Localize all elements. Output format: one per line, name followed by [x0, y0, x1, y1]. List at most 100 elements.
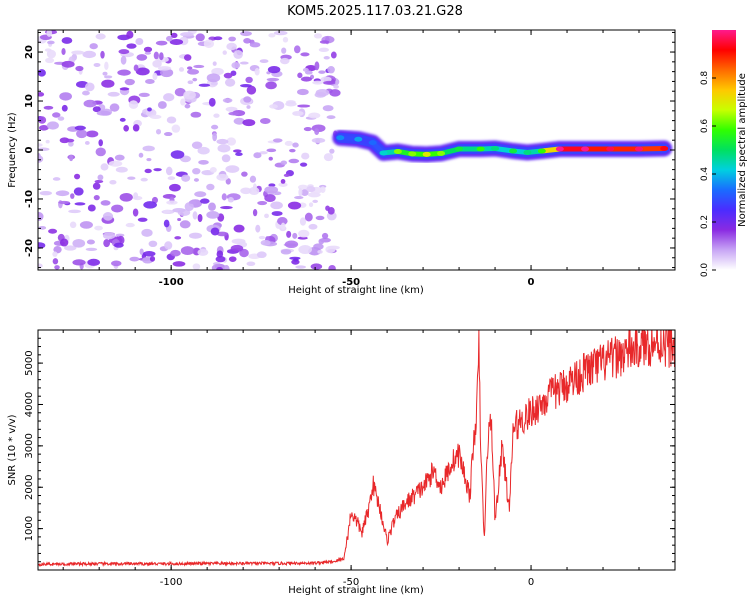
- spectrogram-noise-blob: [183, 90, 196, 100]
- spectrogram-noise-blob: [240, 187, 252, 195]
- spectrogram-noise-blob: [137, 217, 148, 222]
- spectrogram-noise-blob: [233, 224, 245, 233]
- spectrogram-x-ticks: -100 -50 0: [62, 30, 676, 288]
- spectrogram-noise-blob: [245, 76, 253, 84]
- spectrogram-noise-blob: [226, 42, 237, 51]
- spectrogram-noise-blob: [171, 124, 181, 133]
- spectrogram-noise-blob: [180, 98, 186, 106]
- spectrogram-noise-blob: [292, 232, 298, 239]
- spectrogram-noise-blob: [86, 239, 95, 245]
- spectrogram-noise-blob: [111, 204, 124, 213]
- spectrogram-noise-blob: [216, 173, 229, 181]
- spectrogram-noise-blob: [114, 154, 125, 161]
- spectrogram-noise-blob: [52, 177, 61, 181]
- spectrogram-noise-blob: [325, 245, 336, 254]
- spectrogram-noise-blob: [193, 64, 205, 69]
- spectrogram-noise-blob: [225, 106, 238, 112]
- spectrogram-noise-blob: [210, 227, 220, 236]
- spectrogram-noise-blob: [297, 72, 303, 79]
- spectrogram-noise-blob: [52, 251, 58, 257]
- spectrogram-y-tick-label: 10: [24, 94, 35, 108]
- spectrogram-noise-blob: [145, 79, 155, 84]
- spectrogram-noise-blob: [74, 173, 81, 180]
- spectrogram-noise-blob: [163, 209, 171, 214]
- spectrogram-noise-blob: [299, 217, 307, 226]
- ridge-point: [379, 150, 388, 156]
- spectrogram-noise-blob: [282, 36, 289, 43]
- spectrogram-noise-blob: [84, 140, 90, 145]
- spectrogram-noise-blob: [223, 72, 233, 79]
- spectrogram-noise-blob: [217, 144, 231, 153]
- spectrogram-noise-blob: [256, 251, 267, 259]
- snr-y-tick-label: 3000: [24, 433, 35, 458]
- spectrogram-noise-blob: [304, 70, 313, 75]
- spectrogram-noise-blob: [152, 60, 162, 68]
- spectrogram-noise-blob: [193, 178, 199, 182]
- spectrogram-noise-blob: [163, 132, 173, 137]
- spectrogram-noise-blob: [249, 42, 261, 48]
- spectrogram-noise-blob: [239, 61, 249, 65]
- spectrogram-noise-blob: [133, 192, 139, 200]
- spectrogram-noise-blob: [208, 97, 216, 107]
- spectrogram-noise-blob: [197, 248, 209, 256]
- spectrogram-noise-blob: [195, 33, 205, 42]
- ridge-point: [523, 149, 532, 155]
- spectrogram-noise-blob: [54, 265, 60, 270]
- spectrogram-noise-blob: [119, 87, 130, 91]
- spectrogram-noise-blob: [87, 204, 96, 212]
- spectrogram-noise-blob: [304, 212, 313, 222]
- spectrogram-noise-blob: [300, 189, 309, 196]
- spectrogram-noise-blob: [108, 160, 123, 167]
- snr-y-tick-label: 4000: [24, 392, 35, 417]
- spectrogram-noise-blob: [102, 232, 116, 240]
- colorbar-tick-label: 0.2: [700, 215, 710, 229]
- spectrogram-noise-blob: [138, 92, 150, 98]
- spectrogram-noise-blob: [318, 238, 325, 245]
- spectrogram-noise-blob: [152, 72, 158, 81]
- spectrogram-noise-blob: [292, 142, 299, 148]
- spectrogram-noise-blob: [157, 66, 172, 71]
- spectrogram-noise-blob: [100, 200, 111, 206]
- spectrogram-noise-blob: [318, 47, 329, 53]
- spectrogram-noise-blob: [164, 241, 173, 250]
- spectrogram-noise-blob: [144, 168, 152, 174]
- spectrogram-noise-blob: [328, 265, 336, 270]
- spectrogram-noise-blob: [223, 264, 230, 270]
- spectrogram-noise-blob: [169, 183, 181, 192]
- spectrogram-noise-blob: [74, 125, 86, 131]
- spectrogram-noise-blob: [69, 221, 77, 229]
- spectrogram-noise-blob: [312, 199, 319, 203]
- spectrogram-noise-blob: [184, 202, 194, 212]
- snr-y-tick-label: 1000: [24, 516, 35, 541]
- spectrogram-noise-blob: [61, 60, 75, 68]
- spectrogram-noise-blob: [93, 194, 100, 201]
- spectrogram-noise-blob: [143, 46, 153, 53]
- spectrogram-noise-blob: [230, 244, 244, 252]
- spectrogram-noise-blob: [323, 153, 334, 162]
- spectrogram-noise-blob: [215, 255, 226, 263]
- spectrogram-noise-blob: [45, 57, 55, 64]
- spectrogram-noise-blob: [226, 137, 237, 146]
- colorbar-ticks: 0.0 0.2 0.4 0.6 0.8: [700, 71, 716, 277]
- spectrogram-noise-blob: [153, 168, 162, 172]
- spectrogram-noise-blob: [71, 50, 85, 55]
- spectrogram-noise-blob: [46, 121, 59, 130]
- spectrogram-noise-blob: [213, 113, 220, 118]
- spectrogram-noise-blob: [221, 154, 231, 163]
- ridge-point: [476, 146, 485, 152]
- spectrogram-noise-blob: [38, 143, 43, 147]
- spectrogram-noise-blob: [100, 163, 109, 171]
- spectrogram-noise-blob: [163, 93, 175, 102]
- spectrogram-noise-blob: [212, 61, 217, 66]
- spectrogram-noise-blob: [59, 92, 72, 101]
- spectrogram-noise-blob: [227, 197, 234, 203]
- spectrogram-noise-blob: [310, 263, 323, 270]
- spectrogram-noise-blob: [325, 205, 330, 211]
- spectrogram-noise-blob: [102, 71, 108, 76]
- spectrogram-noise-blob: [167, 176, 176, 181]
- colorbar-label: Normalized spectral amplitude: [737, 73, 748, 227]
- ridge-point: [393, 148, 402, 154]
- spectrogram-noise-blob: [323, 56, 330, 60]
- spectrogram-noise-blob: [206, 73, 221, 83]
- spectrogram-noise-blob: [233, 117, 245, 125]
